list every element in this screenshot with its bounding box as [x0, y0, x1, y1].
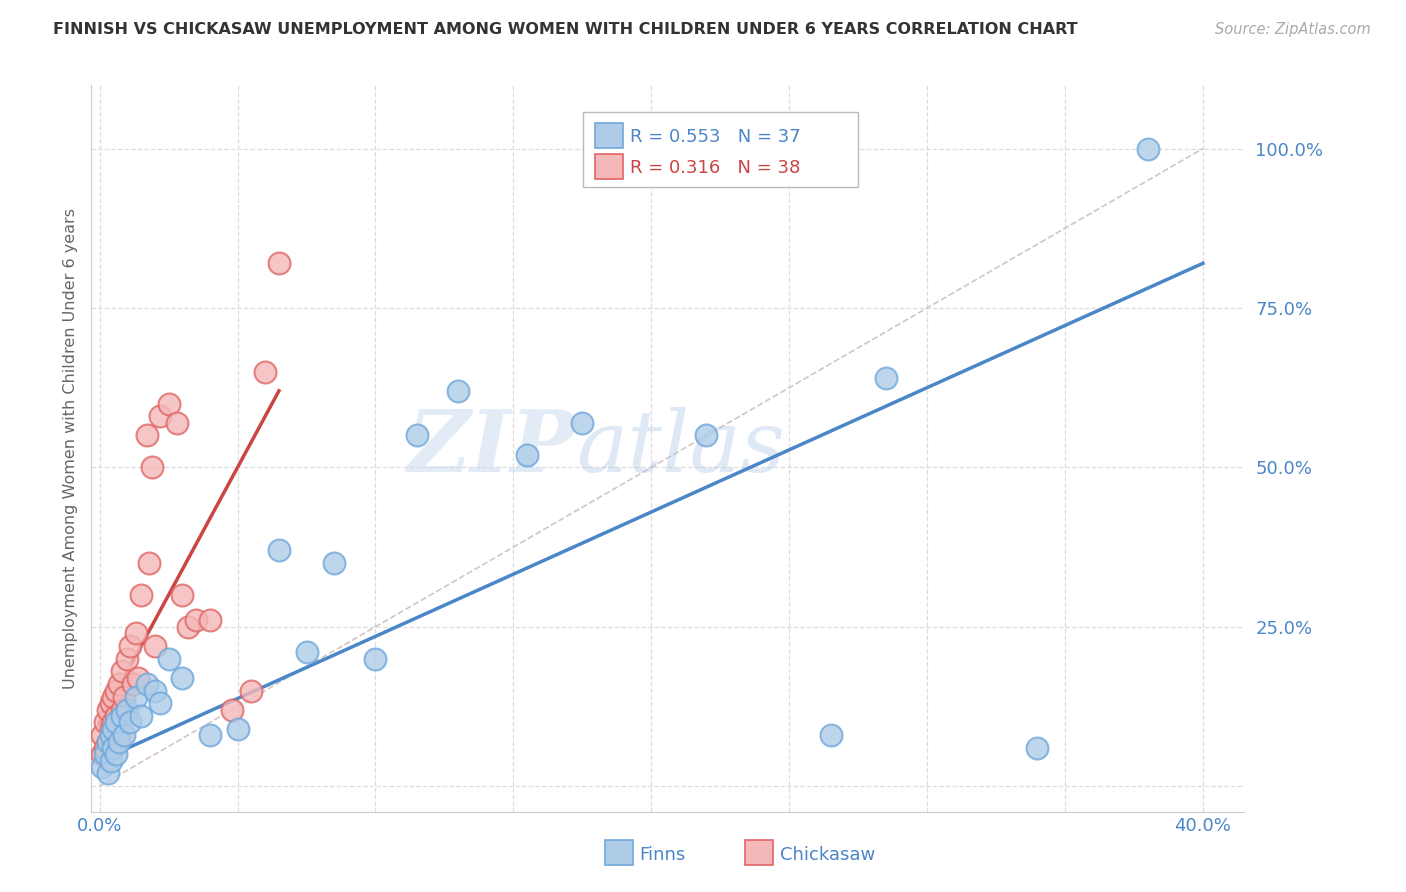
- Point: [1026, 741, 1049, 756]
- Point: [103, 715, 125, 730]
- Point: [97, 766, 120, 780]
- Point: [103, 722, 125, 736]
- Point: [198, 614, 221, 628]
- Point: [94, 747, 117, 762]
- Point: [129, 588, 152, 602]
- Point: [135, 677, 157, 691]
- Point: [149, 409, 172, 424]
- Point: [124, 626, 146, 640]
- Text: FINNISH VS CHICKASAW UNEMPLOYMENT AMONG WOMEN WITH CHILDREN UNDER 6 YEARS CORREL: FINNISH VS CHICKASAW UNEMPLOYMENT AMONG …: [53, 22, 1078, 37]
- Point: [186, 614, 208, 628]
- Text: ZIP: ZIP: [408, 407, 575, 490]
- Point: [94, 715, 117, 730]
- Point: [100, 728, 122, 742]
- Point: [111, 709, 134, 723]
- Point: [323, 556, 346, 570]
- Text: Source: ZipAtlas.com: Source: ZipAtlas.com: [1215, 22, 1371, 37]
- Point: [97, 734, 120, 748]
- Point: [105, 683, 128, 698]
- Point: [143, 683, 166, 698]
- Point: [198, 728, 221, 742]
- Point: [875, 371, 897, 385]
- Point: [105, 715, 128, 730]
- Point: [695, 428, 717, 442]
- Point: [114, 690, 136, 704]
- Point: [129, 709, 152, 723]
- Point: [1136, 141, 1159, 155]
- Point: [111, 703, 134, 717]
- Point: [91, 728, 114, 742]
- Point: [97, 703, 120, 717]
- Point: [118, 715, 141, 730]
- Point: [149, 696, 172, 710]
- Point: [117, 703, 139, 717]
- Point: [100, 722, 122, 736]
- Point: [226, 722, 249, 736]
- Point: [157, 651, 180, 665]
- Text: R = 0.316   N = 38: R = 0.316 N = 38: [630, 159, 800, 177]
- Point: [166, 416, 188, 430]
- Point: [108, 728, 131, 742]
- Point: [820, 728, 842, 742]
- Point: [127, 671, 149, 685]
- Point: [254, 365, 277, 379]
- Point: [405, 428, 427, 442]
- Point: [97, 734, 120, 748]
- Point: [172, 588, 194, 602]
- Point: [108, 677, 131, 691]
- Point: [108, 734, 131, 748]
- Point: [124, 690, 146, 704]
- Point: [100, 696, 122, 710]
- Point: [94, 741, 117, 756]
- Point: [118, 639, 141, 653]
- Point: [267, 256, 290, 270]
- Point: [221, 703, 243, 717]
- Text: atlas: atlas: [575, 407, 785, 490]
- Point: [138, 556, 160, 570]
- Point: [121, 677, 143, 691]
- Point: [240, 683, 263, 698]
- Point: [157, 396, 180, 410]
- Point: [364, 651, 387, 665]
- Point: [117, 651, 139, 665]
- Point: [114, 728, 136, 742]
- Point: [103, 690, 125, 704]
- Point: [571, 416, 593, 430]
- Point: [141, 460, 163, 475]
- Point: [177, 620, 200, 634]
- Point: [295, 645, 318, 659]
- Text: Finns: Finns: [640, 846, 686, 863]
- Point: [100, 754, 122, 768]
- Point: [172, 671, 194, 685]
- Point: [103, 741, 125, 756]
- Text: R = 0.553   N = 37: R = 0.553 N = 37: [630, 128, 800, 145]
- Point: [111, 665, 134, 679]
- Point: [516, 448, 538, 462]
- Point: [447, 384, 470, 398]
- Point: [143, 639, 166, 653]
- Y-axis label: Unemployment Among Women with Children Under 6 years: Unemployment Among Women with Children U…: [62, 208, 77, 689]
- Point: [91, 747, 114, 762]
- Point: [105, 747, 128, 762]
- Point: [105, 709, 128, 723]
- Text: Chickasaw: Chickasaw: [780, 846, 876, 863]
- Point: [267, 543, 290, 558]
- Point: [91, 760, 114, 774]
- Point: [135, 428, 157, 442]
